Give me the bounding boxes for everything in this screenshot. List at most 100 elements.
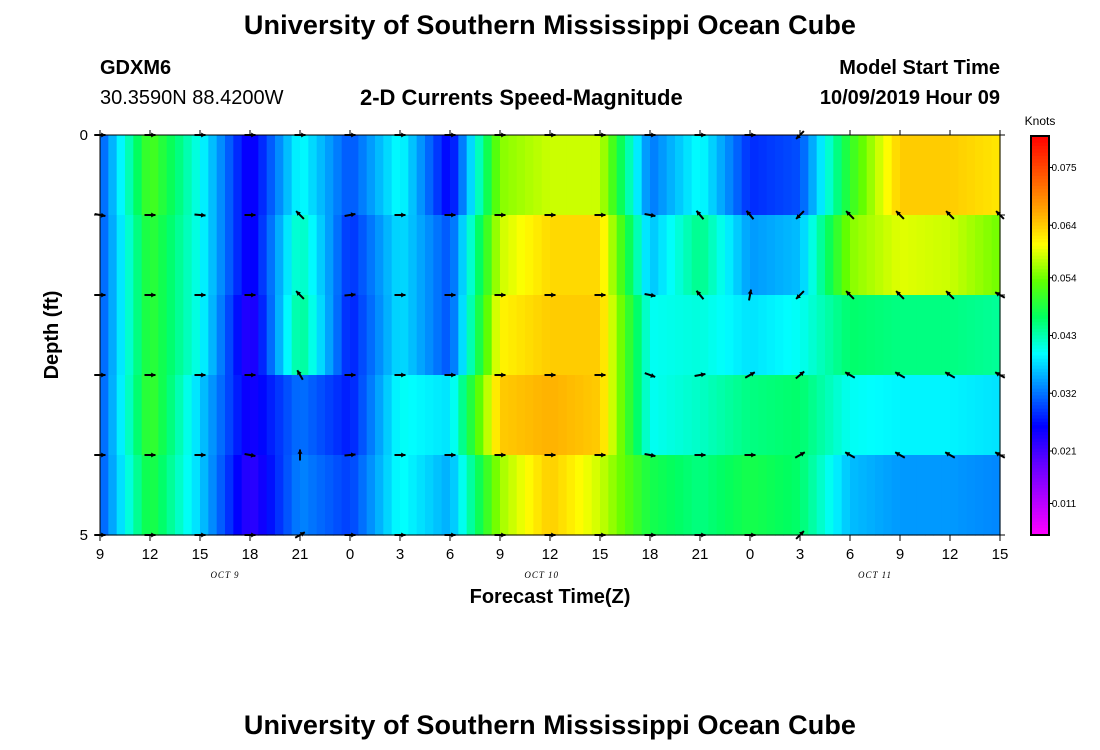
heatmap-cell — [208, 375, 218, 456]
current-vector-arrow — [594, 452, 606, 458]
heatmap-cell — [133, 455, 143, 536]
heatmap-cell — [616, 455, 626, 536]
heatmap-cell — [141, 455, 151, 536]
heatmap-cell — [708, 375, 718, 456]
heatmap-cell — [700, 295, 709, 376]
heatmap-cell — [591, 295, 601, 376]
y-tick-label: 0 — [80, 127, 88, 144]
heatmap-cell — [450, 295, 459, 376]
heatmap-cell — [725, 215, 734, 296]
heatmap-cell — [608, 215, 618, 296]
colorbar-swatch — [1031, 199, 1049, 204]
heatmap-cell — [766, 375, 776, 456]
heatmap-cell — [675, 375, 684, 456]
heatmap-cell — [241, 375, 251, 456]
arrow-head — [700, 372, 706, 378]
colorbar-swatch — [1031, 392, 1049, 396]
arrow-head — [896, 291, 901, 296]
heatmap-cell — [858, 215, 868, 296]
heatmap-cell — [450, 455, 459, 536]
heatmap-cell — [141, 135, 151, 216]
arrow-head — [995, 372, 1001, 377]
x-tick-label: 18 — [642, 546, 659, 563]
colorbar-swatch — [1031, 152, 1049, 157]
heatmap-cell — [258, 455, 268, 536]
heatmap-cell — [416, 215, 426, 296]
heatmap-cell — [683, 135, 693, 216]
heatmap-cell — [733, 455, 743, 536]
heatmap-cell — [291, 455, 301, 536]
heatmap-cell — [500, 135, 509, 216]
arrow-head — [995, 292, 1001, 297]
heatmap-cell — [608, 455, 618, 536]
colorbar-swatch — [1031, 222, 1049, 227]
colorbar-swatch — [1031, 385, 1049, 390]
arrow-head — [551, 532, 556, 538]
heatmap-cell — [500, 295, 509, 376]
heatmap-cell — [125, 375, 134, 456]
heatmap-cell — [191, 215, 201, 296]
heatmap-cell — [325, 295, 334, 376]
heatmap-cell — [941, 295, 951, 376]
heatmap-cell — [933, 375, 943, 456]
heatmap-cell — [491, 375, 501, 456]
heatmap-cell — [525, 135, 534, 216]
heatmap-cell — [933, 135, 943, 216]
heatmap-cell — [283, 375, 293, 456]
colorbar-swatch — [1031, 365, 1049, 370]
heatmap-cell — [691, 215, 701, 296]
heatmap-cell — [600, 215, 609, 296]
heatmap-cell — [591, 135, 601, 216]
heatmap-cell — [600, 295, 609, 376]
heatmap-cell — [925, 295, 934, 376]
current-vector-arrow — [945, 210, 955, 220]
heatmap-cell — [925, 215, 934, 296]
footer-title: University of Southern Mississippi Ocean… — [243, 710, 857, 740]
arrow-head — [151, 132, 156, 138]
x-tick-label: 3 — [396, 546, 404, 563]
current-vector-arrow — [644, 212, 656, 218]
heatmap-cell — [533, 455, 543, 536]
colorbar-swatch — [1031, 305, 1049, 310]
current-vector-arrow — [394, 292, 406, 298]
current-vector-arrow — [795, 370, 805, 380]
heatmap-cell — [908, 135, 918, 216]
arrow-head — [995, 452, 1001, 457]
y-axis: 05 — [80, 127, 1005, 544]
heatmap-cell — [475, 215, 484, 296]
heatmap-cell — [483, 135, 493, 216]
x-tick-label: 6 — [846, 546, 854, 563]
heatmap-cell — [333, 215, 343, 296]
arrow-head — [297, 449, 303, 454]
current-vector-arrow — [795, 290, 805, 300]
heatmap-cell — [625, 295, 634, 376]
current-vector-arrow — [694, 372, 706, 378]
heatmap-cell — [116, 295, 126, 376]
heatmap-cell — [308, 135, 318, 216]
arrow-head — [747, 289, 753, 295]
current-vector-arrow — [844, 371, 856, 379]
heatmap-cell — [466, 215, 476, 296]
heatmap-cell — [966, 215, 976, 296]
heatmap-cell — [441, 455, 451, 536]
colorbar-swatch — [1031, 402, 1049, 406]
colorbar-swatch — [1031, 255, 1049, 260]
colorbar-swatch — [1031, 382, 1049, 386]
heatmap-cell — [791, 215, 801, 296]
heatmap-cell — [208, 215, 218, 296]
heatmap-cell — [725, 295, 734, 376]
colorbar-swatch — [1031, 515, 1049, 519]
heatmap-cell — [233, 135, 243, 216]
colorbar-swatch — [1031, 431, 1049, 436]
station-coordinates: 30.3590N 88.4200W — [100, 87, 284, 109]
heatmap-cell — [633, 295, 643, 376]
arrow-head — [401, 532, 406, 538]
heatmap-cell — [683, 375, 693, 456]
colorbar-swatch — [1031, 285, 1049, 290]
heatmap-cell — [500, 455, 509, 536]
heatmap-cell — [166, 455, 176, 536]
heatmap-cell — [108, 215, 118, 296]
heatmap-cell — [133, 295, 143, 376]
arrow-head — [350, 452, 356, 458]
heatmap-cell — [750, 375, 759, 456]
